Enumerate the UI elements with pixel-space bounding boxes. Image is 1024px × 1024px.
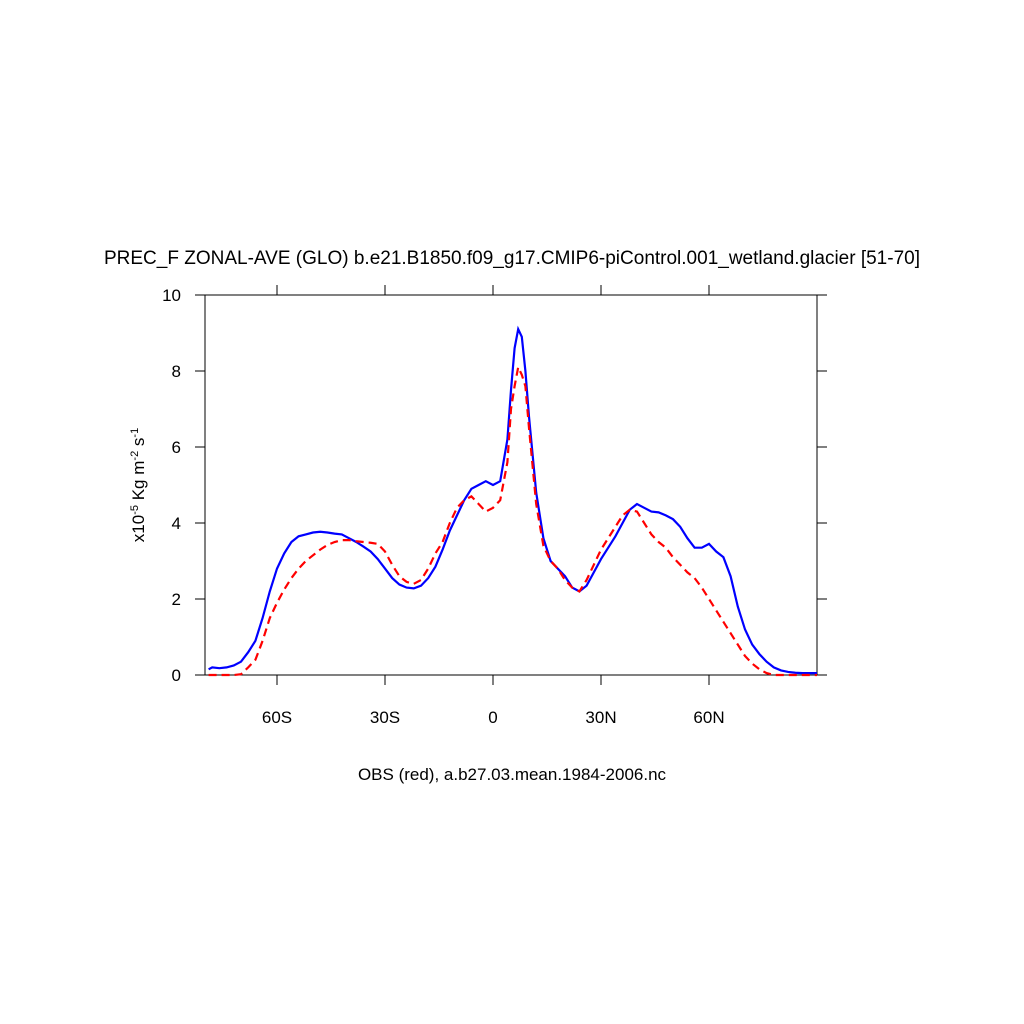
y-tick-label: 2 bbox=[172, 590, 181, 609]
y-tick-label: 4 bbox=[172, 514, 181, 533]
y-tick-label: 10 bbox=[162, 286, 181, 305]
data-line bbox=[208, 363, 817, 677]
x-tick-label: 30S bbox=[370, 708, 400, 727]
y-axis-label-part: x10 bbox=[129, 515, 148, 542]
y-axis-label-part: -1 bbox=[129, 428, 141, 438]
y-tick-label: 6 bbox=[172, 438, 181, 457]
y-axis-label-part: -2 bbox=[129, 451, 141, 461]
x-tick-label: 30N bbox=[585, 708, 616, 727]
plot-frame bbox=[204, 294, 818, 676]
y-axis-label: x10-5 Kg m-2 s-1 bbox=[129, 428, 148, 542]
x-tick-label: 60N bbox=[693, 708, 724, 727]
chart-title: PREC_F ZONAL-AVE (GLO) b.e21.B1850.f09_g… bbox=[104, 248, 920, 269]
x-tick-label: 0 bbox=[488, 708, 497, 727]
y-axis-label-part: s bbox=[129, 438, 148, 451]
y-tick-label: 0 bbox=[172, 666, 181, 685]
y-tick-label: 8 bbox=[172, 362, 181, 381]
x-tick-label: 60S bbox=[262, 708, 292, 727]
y-axis-label-part: Kg m bbox=[129, 461, 148, 505]
x-axis-label: OBS (red), a.b27.03.mean.1984-2006.nc bbox=[358, 765, 667, 784]
y-axis-label-part: -5 bbox=[129, 505, 141, 515]
data-line bbox=[208, 325, 817, 675]
